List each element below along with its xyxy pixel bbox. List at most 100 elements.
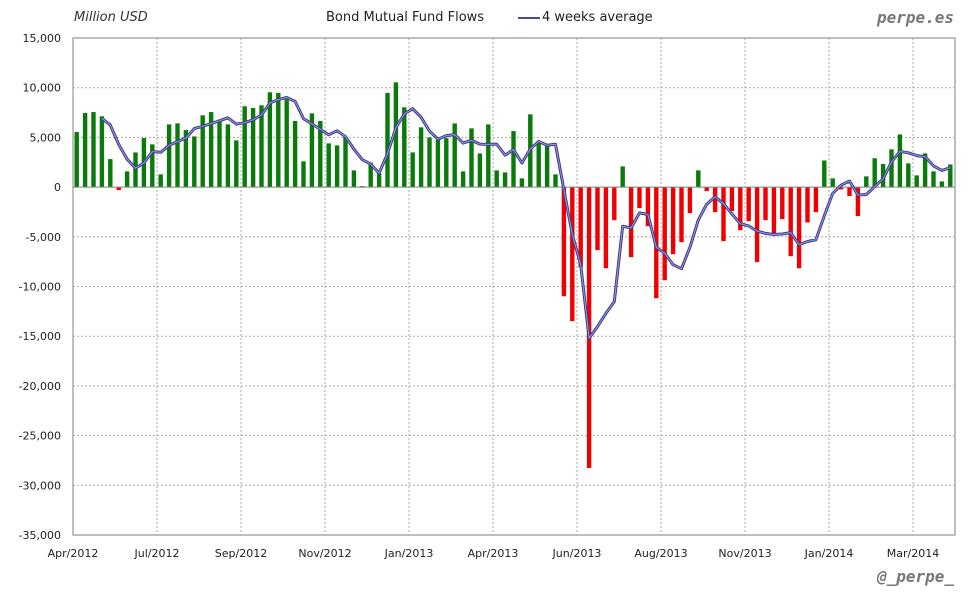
y-tick-label: -10,000 (19, 281, 61, 294)
outflow-bar (670, 187, 676, 255)
outflow-bar (603, 187, 609, 269)
y-tick-label: 10,000 (23, 82, 62, 95)
inflow-bar (418, 127, 424, 188)
inflow-bar (292, 120, 298, 188)
x-tick-label: Jan/2014 (804, 547, 854, 560)
inflow-bar (435, 139, 441, 188)
inflow-bar (897, 134, 903, 188)
inflow-bar (351, 170, 357, 188)
inflow-bar (124, 171, 130, 188)
inflow-bar (410, 152, 415, 188)
outflow-bar (771, 187, 777, 235)
inflow-bar (301, 161, 306, 188)
outflow-bar (662, 187, 667, 281)
inflow-bar (74, 132, 79, 188)
inflow-bar (864, 176, 869, 188)
x-tick-label: Jun/2013 (552, 547, 602, 560)
x-tick-label: Apr/2013 (468, 547, 519, 560)
inflow-bar (217, 119, 222, 188)
inflow-bar (444, 138, 449, 188)
y-tick-label: 15,000 (23, 32, 62, 45)
twitter-handle: @_perpe_ (876, 567, 954, 586)
outflow-bar (746, 187, 751, 222)
outflow-bar (687, 187, 693, 214)
outflow-bar (738, 187, 743, 231)
inflow-bar (242, 106, 247, 188)
inflow-bar (830, 178, 835, 188)
inflow-bar (502, 172, 508, 188)
outflow-bar (570, 187, 575, 322)
x-tick-label: Nov/2012 (298, 547, 351, 560)
inflow-bar (200, 115, 205, 188)
outflow-bar (780, 187, 785, 220)
inflow-bar (939, 181, 945, 188)
y-tick-label: 5,000 (30, 131, 62, 144)
outflow-bar (855, 187, 861, 217)
inflow-bar (326, 143, 331, 188)
brand-watermark: perpe.es (876, 8, 954, 27)
outflow-bar (796, 187, 802, 269)
outflow-bar (595, 187, 600, 251)
inflow-bar (486, 124, 491, 188)
x-tick-label: Apr/2012 (48, 547, 99, 560)
inflow-bar (620, 166, 625, 188)
y-tick-label: -5,000 (26, 231, 61, 244)
inflow-bar (494, 170, 499, 188)
inflow-bar (99, 116, 105, 188)
inflow-bar (696, 170, 701, 188)
outflow-bar (712, 187, 718, 213)
y-tick-label: -15,000 (19, 330, 61, 343)
inflow-bar (343, 137, 348, 188)
inflow-bar (393, 82, 399, 188)
x-tick-label: Aug/2013 (634, 547, 687, 560)
outflow-bar (679, 187, 684, 243)
inflow-bar (889, 149, 894, 188)
average-line (101, 97, 951, 339)
inflow-bar (477, 153, 483, 188)
inflow-bar (225, 124, 231, 188)
inflow-bar (133, 152, 138, 188)
x-tick-label: Mar/2014 (887, 547, 939, 560)
inflow-bar (368, 162, 373, 188)
outflow-bar (628, 187, 634, 258)
y-tick-label: 0 (54, 181, 61, 194)
inflow-bar (519, 178, 525, 188)
outflow-bar (763, 187, 768, 221)
x-tick-label: Jul/2012 (134, 547, 180, 560)
inflow-bar (931, 171, 936, 188)
inflow-bar (267, 92, 273, 188)
outflow-bar (813, 187, 819, 213)
inflow-bar (150, 144, 155, 188)
inflow-bar (108, 159, 113, 188)
outflow-bar (645, 187, 651, 227)
inflow-bar (91, 112, 96, 188)
inflow-bar (427, 137, 432, 188)
inflow-bar (553, 174, 558, 188)
inflow-bar (276, 92, 281, 188)
outflow-bar (847, 187, 852, 197)
inflow-bar (544, 146, 550, 188)
inflow-bar (511, 131, 516, 188)
outflow-bar (805, 187, 810, 223)
inflow-bar (175, 123, 180, 188)
outflow-bar (612, 187, 617, 221)
outflow-bar (116, 187, 121, 191)
inflow-bar (402, 107, 407, 188)
legend: 4 weeks average (518, 10, 653, 25)
legend-label: 4 weeks average (542, 10, 653, 25)
inflow-bar (914, 175, 919, 188)
outflow-bar (637, 187, 642, 209)
inflow-bar (208, 112, 214, 188)
inflow-bar (259, 105, 264, 188)
outflow-bar (704, 187, 709, 192)
inflow-bar (309, 113, 315, 188)
outflow-bar (788, 187, 793, 257)
outflow-bar (721, 187, 726, 242)
inflow-bar (536, 142, 541, 188)
y-tick-label: -20,000 (19, 380, 61, 393)
inflow-bar (922, 153, 928, 188)
inflow-bar (948, 164, 953, 188)
inflow-bar (284, 99, 289, 188)
inflow-bar (183, 130, 189, 188)
inflow-bar (82, 113, 88, 188)
